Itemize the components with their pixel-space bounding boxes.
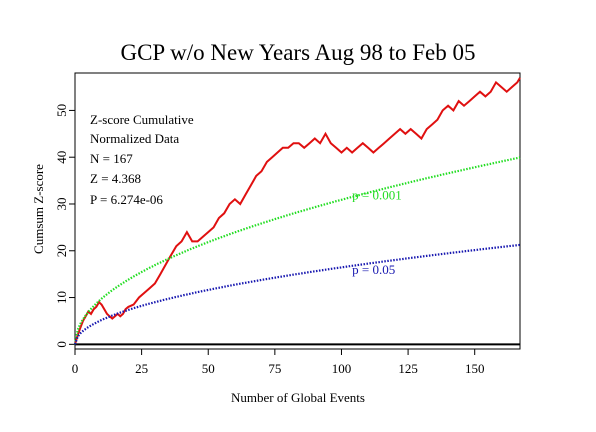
chart-title: GCP w/o New Years Aug 98 to Feb 05 [120, 40, 475, 65]
stats-line-1: Z-score Cumulative [90, 112, 194, 127]
x-tick-label: 125 [398, 361, 418, 376]
reference-curve-2 [73, 243, 521, 345]
y-axis-ticks: 0 10 20 30 40 50 [54, 104, 75, 348]
reference-curve-1 [73, 156, 521, 345]
x-tick-label: 25 [135, 361, 148, 376]
y-tick-label: 20 [54, 244, 69, 257]
stats-z: Z = 4.368 [90, 171, 141, 186]
stats-n: N = 167 [90, 151, 133, 166]
x-tick-label: 150 [465, 361, 485, 376]
x-axis-label: Number of Global Events [231, 390, 365, 405]
x-tick-label: 0 [72, 361, 79, 376]
x-axis-ticks: 0 25 50 75 100 125 150 [72, 349, 485, 376]
x-tick-label: 100 [332, 361, 352, 376]
stats-p: P = 6.274e-06 [90, 192, 163, 207]
x-tick-label: 75 [268, 361, 281, 376]
reference-label-2: p = 0.05 [352, 262, 395, 277]
y-tick-label: 40 [54, 151, 69, 164]
x-tick-label: 50 [202, 361, 215, 376]
y-tick-label: 50 [54, 104, 69, 117]
series-layer: p = 0.001 p = 0.05 [73, 77, 521, 345]
observed-cumsum-line [74, 77, 521, 345]
reference-label-1: p = 0.001 [352, 187, 402, 202]
plot-frame [74, 72, 521, 350]
stats-line-2: Normalized Data [90, 131, 179, 146]
y-axis-label: Cumsum Z-score [31, 164, 46, 254]
y-tick-label: 30 [54, 197, 69, 210]
y-tick-label: 10 [54, 291, 69, 304]
y-tick-label: 0 [54, 341, 69, 348]
stats-annotation: Z-score Cumulative Normalized Data N = 1… [90, 112, 194, 207]
